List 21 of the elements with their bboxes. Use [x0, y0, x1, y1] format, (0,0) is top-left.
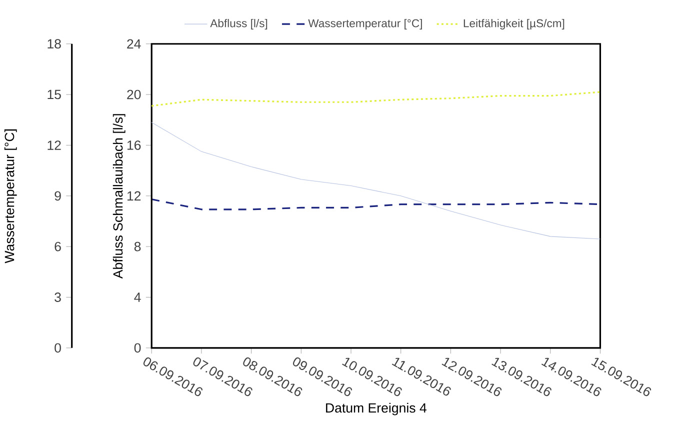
y2-tick-label: 12	[48, 140, 61, 150]
y-tick-label: 0	[134, 343, 141, 353]
y-tick-label: 8	[134, 242, 141, 252]
y-axis-title: Abfluss Schmallauibach [l/s]	[112, 114, 126, 279]
y2-tick-label: 15	[48, 90, 61, 100]
y2-tick-label: 9	[54, 191, 61, 201]
legend-label: Leitfähigkeit [µS/cm]	[464, 19, 564, 30]
y-tick-label: 4	[134, 292, 141, 302]
legend-label: Abfluss [l/s]	[210, 19, 268, 30]
y2-tick-label: 18	[48, 39, 61, 49]
y-tick-label: 20	[127, 90, 141, 100]
y2-tick-label: 6	[54, 242, 61, 252]
y-tick-label: 24	[127, 39, 141, 49]
x-axis-title: Datum Ereignis 4	[326, 403, 426, 416]
y2-axis-title: Wassertemperatur [°C]	[4, 130, 17, 264]
y-tick-label: 16	[127, 140, 141, 150]
y2-tick-label: 3	[54, 292, 61, 302]
line-series	[151, 122, 600, 240]
y2-tick-label: 0	[54, 343, 61, 353]
legend-label: Wassertemperatur [°C]	[308, 19, 422, 30]
y-tick-label: 12	[127, 191, 141, 201]
